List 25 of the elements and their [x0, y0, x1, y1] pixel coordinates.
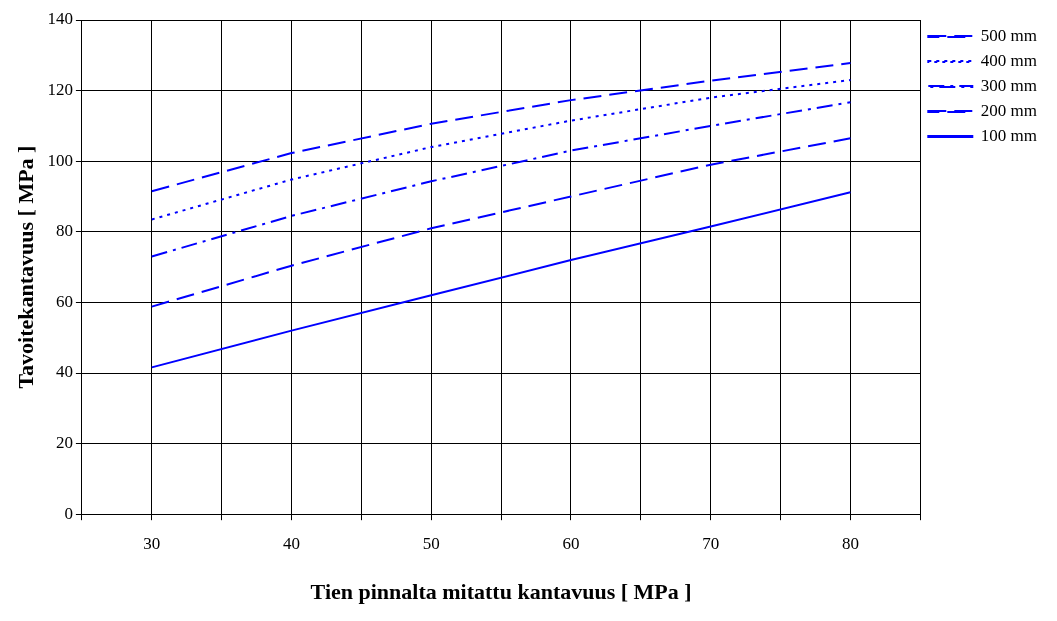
- line-series: [150, 62, 852, 193]
- y-tick-label: 20: [55, 433, 73, 453]
- x-tick-label: 60: [562, 533, 580, 553]
- x-tick-label: 40: [283, 533, 300, 553]
- x-tick-label: 80: [841, 533, 859, 553]
- y-tick-label: 0: [64, 503, 73, 523]
- x-axis-title: Tien pinnalta mitattu kantavuus [ MPa ]: [310, 579, 692, 605]
- y-tick-label: 100: [47, 150, 73, 170]
- line-series: [150, 101, 852, 258]
- y-tick-label: 120: [47, 80, 73, 100]
- y-tick-label: 60: [55, 291, 73, 311]
- y-tick-label: 80: [55, 221, 73, 241]
- line-series: [150, 79, 852, 221]
- legend-label: 500 mm: [980, 25, 1038, 45]
- line-series: [150, 137, 852, 308]
- x-tick-label: 70: [702, 533, 720, 553]
- legend-label: 100 mm: [980, 125, 1038, 145]
- x-tick-label: 50: [422, 533, 440, 553]
- legend-label: 400 mm: [980, 50, 1038, 70]
- y-tick-label: 40: [55, 362, 73, 382]
- x-tick-label: 30: [143, 533, 161, 553]
- y-axis-title: Tavoitekantavuus [ MPa ]: [12, 145, 38, 389]
- y-tick-label: 140: [47, 9, 73, 29]
- legend-label: 300 mm: [980, 75, 1038, 95]
- legend-label: 200 mm: [980, 100, 1038, 120]
